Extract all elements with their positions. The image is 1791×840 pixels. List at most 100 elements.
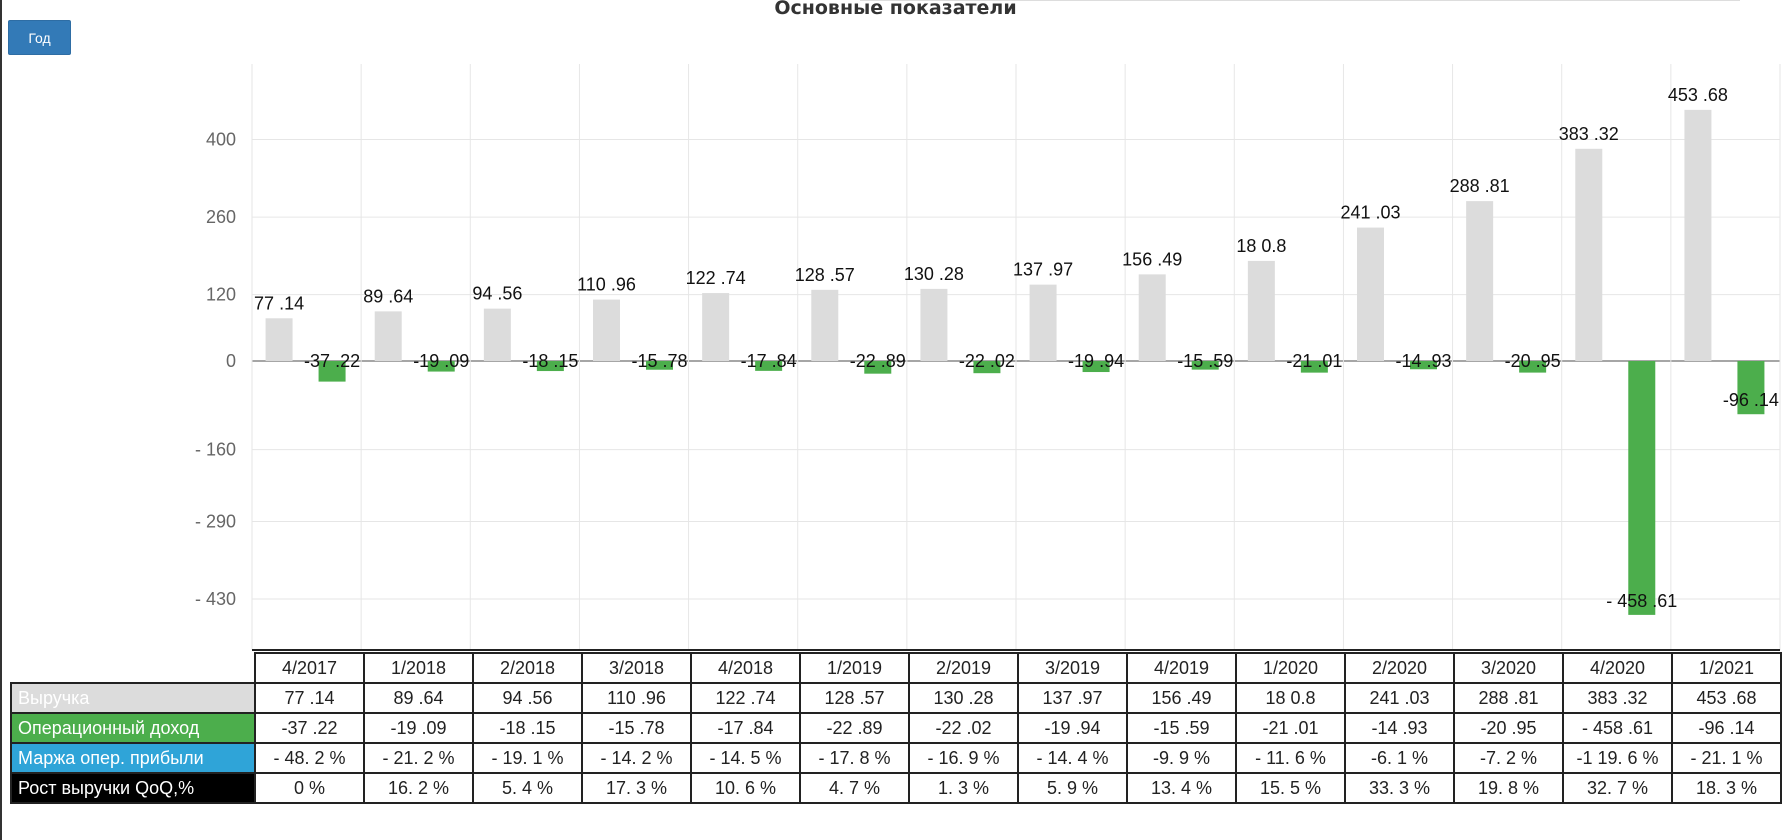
- table-cell: -1 19. 6 %: [1562, 742, 1673, 774]
- operating-income-data-label: -19 .09: [413, 351, 469, 371]
- revenue-bar: [1029, 284, 1057, 361]
- revenue-bar: [593, 299, 620, 361]
- operating-income-bar: [864, 361, 892, 374]
- operating-income-bar: [1628, 361, 1656, 615]
- table-cell: -37 .22: [254, 712, 365, 744]
- revenue-data-label: 383 .32: [1559, 124, 1619, 144]
- table-cell: - 14. 4 %: [1017, 742, 1128, 774]
- table-cell: - 11. 6 %: [1235, 742, 1346, 774]
- table-cell: 383 .32: [1562, 682, 1673, 714]
- row-label: Маржа опер. прибыли: [10, 742, 256, 774]
- table-cell: 130 .28: [908, 682, 1019, 714]
- revenue-bar: [483, 308, 511, 361]
- y-tick-label: - 160: [195, 440, 236, 460]
- y-tick-label: 0: [226, 351, 236, 371]
- table-cell: 18. 3 %: [1671, 772, 1782, 804]
- table-cell: -96 .14: [1671, 712, 1782, 744]
- operating-income-data-label: -21 .01: [1286, 351, 1342, 371]
- table-cell: 241 .03: [1344, 682, 1455, 714]
- table-cell: - 21. 2 %: [363, 742, 474, 774]
- table-header-row: 4/2017 1/2018 2/2018 3/2018 4/2018 1/2019 2/20…: [11, 652, 1782, 684]
- revenue-bar: [811, 289, 839, 361]
- table-cell: 13. 4 %: [1126, 772, 1237, 804]
- operating-income-data-label: -20 .95: [1505, 351, 1561, 371]
- revenue-data-label: 77 .14: [254, 293, 304, 313]
- y-tick-label: - 290: [195, 512, 236, 532]
- table-cell: 156 .49: [1126, 682, 1237, 714]
- y-tick-label: - 430: [195, 589, 236, 609]
- table-row: Операционный доход -37 .22 -19 .09 -18 .15 -…: [10, 712, 1782, 744]
- period-header-cell: 4/2017: [254, 652, 365, 684]
- table-cell: 17. 3 %: [581, 772, 692, 804]
- operating-income-data-label: -14 .93: [1395, 351, 1451, 371]
- table-cell: 33. 3 %: [1344, 772, 1455, 804]
- operating-income-bar: [536, 361, 564, 372]
- revenue-bar: [1247, 260, 1275, 361]
- table-cell: -6. 1 %: [1344, 742, 1455, 774]
- operating-income-data-label: -19 .94: [1068, 351, 1124, 371]
- period-header-cell: 1/2020: [1235, 652, 1346, 684]
- table-cell: - 19. 1 %: [472, 742, 583, 774]
- operating-income-data-label: -96 .14: [1723, 390, 1779, 410]
- revenue-data-label: 128 .57: [795, 265, 855, 285]
- table-cell: 19. 8 %: [1453, 772, 1564, 804]
- top-frame-border: [860, 0, 1740, 1]
- table-cell: -22 .02: [908, 712, 1019, 744]
- table-cell: -18 .15: [472, 712, 583, 744]
- period-header-cell: 3/2018: [581, 652, 692, 684]
- table-cell: -15 .59: [1126, 712, 1237, 744]
- table-cell: 137 .97: [1017, 682, 1128, 714]
- table-cell: - 458 .61: [1562, 712, 1673, 744]
- row-label: Операционный доход: [10, 712, 256, 744]
- revenue-data-label: 241 .03: [1340, 203, 1400, 223]
- left-frame-border: [0, 0, 2, 840]
- table-cell: -21 .01: [1235, 712, 1346, 744]
- table-corner-cell: [11, 653, 256, 683]
- revenue-data-label: 288 .81: [1450, 176, 1510, 196]
- chart-title: Основные показатели: [774, 0, 1017, 19]
- table-cell: - 14. 2 %: [581, 742, 692, 774]
- operating-income-bar: [1191, 361, 1219, 370]
- table-cell: 16. 2 %: [363, 772, 474, 804]
- revenue-bar: [265, 318, 293, 361]
- revenue-data-label: 94 .56: [472, 284, 522, 304]
- table-cell: 77 .14: [254, 682, 365, 714]
- revenue-bar: [920, 288, 948, 361]
- revenue-bar: [1357, 227, 1384, 361]
- year-button[interactable]: Год: [8, 20, 71, 55]
- table-row: Рост выручки QoQ,% 0 % 16. 2 % 5. 4 % 17. 3 …: [10, 772, 1782, 804]
- table-cell: 1. 3 %: [908, 772, 1019, 804]
- table-cell: 288 .81: [1453, 682, 1564, 714]
- table-cell: 15. 5 %: [1235, 772, 1346, 804]
- bar-chart: 400 260 120 0 - 160 - 290 - 430 77 .14 -37 .22 89…: [195, 64, 1781, 651]
- table-cell: -9. 9 %: [1126, 742, 1237, 774]
- operating-income-data-label: -18 .15: [522, 351, 578, 371]
- operating-income-bar: [1300, 361, 1328, 373]
- operating-income-data-label: - 458 .61: [1606, 591, 1677, 611]
- operating-income-bar: [755, 361, 783, 371]
- table-cell: - 14. 5 %: [690, 742, 801, 774]
- revenue-data-label: 110 .96: [577, 275, 636, 295]
- period-header-cell: 4/2019: [1126, 652, 1237, 684]
- table-cell: -19 .09: [363, 712, 474, 744]
- period-header-cell: 1/2018: [363, 652, 474, 684]
- table-cell: 5. 4 %: [472, 772, 583, 804]
- period-header-cell: 2/2019: [908, 652, 1019, 684]
- table-row: Маржа опер. прибыли - 48. 2 % - 21. 2 % - 1…: [10, 742, 1782, 774]
- y-tick-label: 400: [206, 130, 236, 150]
- operating-income-data-label: -22 .02: [959, 351, 1015, 371]
- table-cell: - 16. 9 %: [908, 742, 1019, 774]
- revenue-data-label: 137 .97: [1013, 260, 1073, 280]
- period-header-cell: 1/2019: [799, 652, 910, 684]
- operating-income-data-label: -15 .59: [1177, 351, 1233, 371]
- revenue-bar: [374, 311, 402, 361]
- table-cell: 110 .96: [581, 682, 692, 714]
- table-cell: -17 .84: [690, 712, 801, 744]
- y-tick-label: 260: [206, 207, 236, 227]
- table-cell: 5. 9 %: [1017, 772, 1128, 804]
- revenue-data-label: 89 .64: [363, 286, 413, 306]
- table-cell: -7. 2 %: [1453, 742, 1564, 774]
- period-header-cell: 2/2018: [472, 652, 583, 684]
- table-cell: - 48. 2 %: [254, 742, 365, 774]
- table-cell: 128 .57: [799, 682, 910, 714]
